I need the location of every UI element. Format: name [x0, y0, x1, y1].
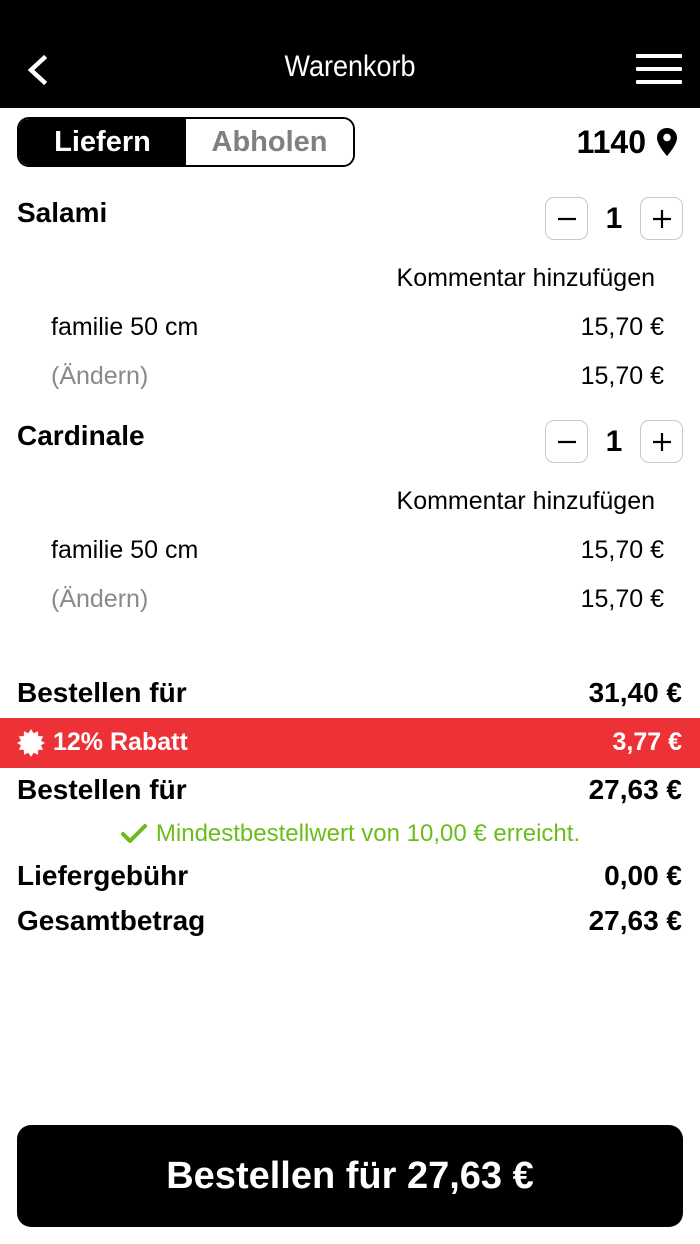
plus-icon — [652, 209, 671, 228]
discounted-subtotal-label: Bestellen für — [17, 774, 187, 805]
discounted-subtotal-value: 27,63 € — [588, 774, 682, 805]
delivery-mode-toggle: Liefern Abholen — [17, 117, 355, 167]
total-label: Gesamtbetrag — [17, 905, 206, 936]
total-value: 27,63 € — [588, 905, 682, 936]
toggle-option-liefern[interactable]: Liefern — [19, 119, 186, 165]
hamburger-menu-icon — [636, 54, 682, 58]
add-comment-link[interactable]: Kommentar hinzufügen — [396, 487, 655, 515]
discount-badge-icon — [17, 729, 45, 757]
subtotal-value: 31,40 € — [588, 677, 682, 708]
add-comment-link[interactable]: Kommentar hinzufügen — [396, 264, 655, 292]
minus-icon — [557, 440, 576, 443]
quantity-stepper: 1 — [545, 420, 685, 464]
location-pin-icon — [657, 128, 677, 156]
hamburger-line — [636, 67, 682, 71]
item-option-label: familie 50 cm — [51, 313, 199, 341]
delivery-location[interactable]: 1140 — [577, 120, 678, 164]
item-option-price: 15,70 € — [580, 536, 664, 564]
cart-item-name: Salami — [17, 197, 108, 228]
discount-label: 12% Rabatt — [53, 728, 188, 756]
toggle-option-abholen[interactable]: Abholen — [186, 119, 353, 165]
plus-icon — [652, 432, 671, 451]
page-title: Warenkorb — [284, 50, 416, 83]
change-item-link[interactable]: (Ändern) — [51, 585, 149, 613]
minus-icon — [557, 217, 576, 220]
decrease-quantity-button[interactable] — [545, 420, 588, 463]
menu-button[interactable] — [636, 52, 688, 88]
chevron-left-icon — [27, 54, 48, 86]
item-total-price: 15,70 € — [580, 362, 664, 390]
item-total-price: 15,70 € — [580, 585, 664, 613]
quantity-value: 1 — [605, 425, 623, 458]
item-option-price: 15,70 € — [580, 313, 664, 341]
discount-banner: 12% Rabatt 3,77 € — [0, 718, 700, 768]
postal-code: 1140 — [576, 123, 646, 160]
subtotal-label: Bestellen für — [17, 677, 187, 708]
back-button[interactable] — [18, 50, 58, 90]
decrease-quantity-button[interactable] — [545, 197, 588, 240]
quantity-value: 1 — [605, 202, 623, 235]
item-option-label: familie 50 cm — [51, 536, 199, 564]
cart-item-name: Cardinale — [17, 420, 145, 451]
hamburger-line — [636, 80, 682, 84]
app-header: Warenkorb — [0, 0, 700, 108]
delivery-fee-value: 0,00 € — [604, 860, 682, 891]
min-order-text: Mindestbestellwert von 10,00 € erreicht. — [155, 820, 581, 847]
increase-quantity-button[interactable] — [640, 420, 683, 463]
increase-quantity-button[interactable] — [640, 197, 683, 240]
min-order-notice: Mindestbestellwert von 10,00 € erreicht. — [0, 820, 700, 848]
quantity-stepper: 1 — [545, 197, 685, 241]
delivery-fee-label: Liefergebühr — [17, 860, 189, 891]
checkmark-icon — [120, 824, 147, 843]
discount-value: 3,77 € — [612, 728, 682, 756]
checkout-button[interactable]: Bestellen für 27,63 € — [17, 1125, 683, 1227]
change-item-link[interactable]: (Ändern) — [51, 362, 149, 390]
